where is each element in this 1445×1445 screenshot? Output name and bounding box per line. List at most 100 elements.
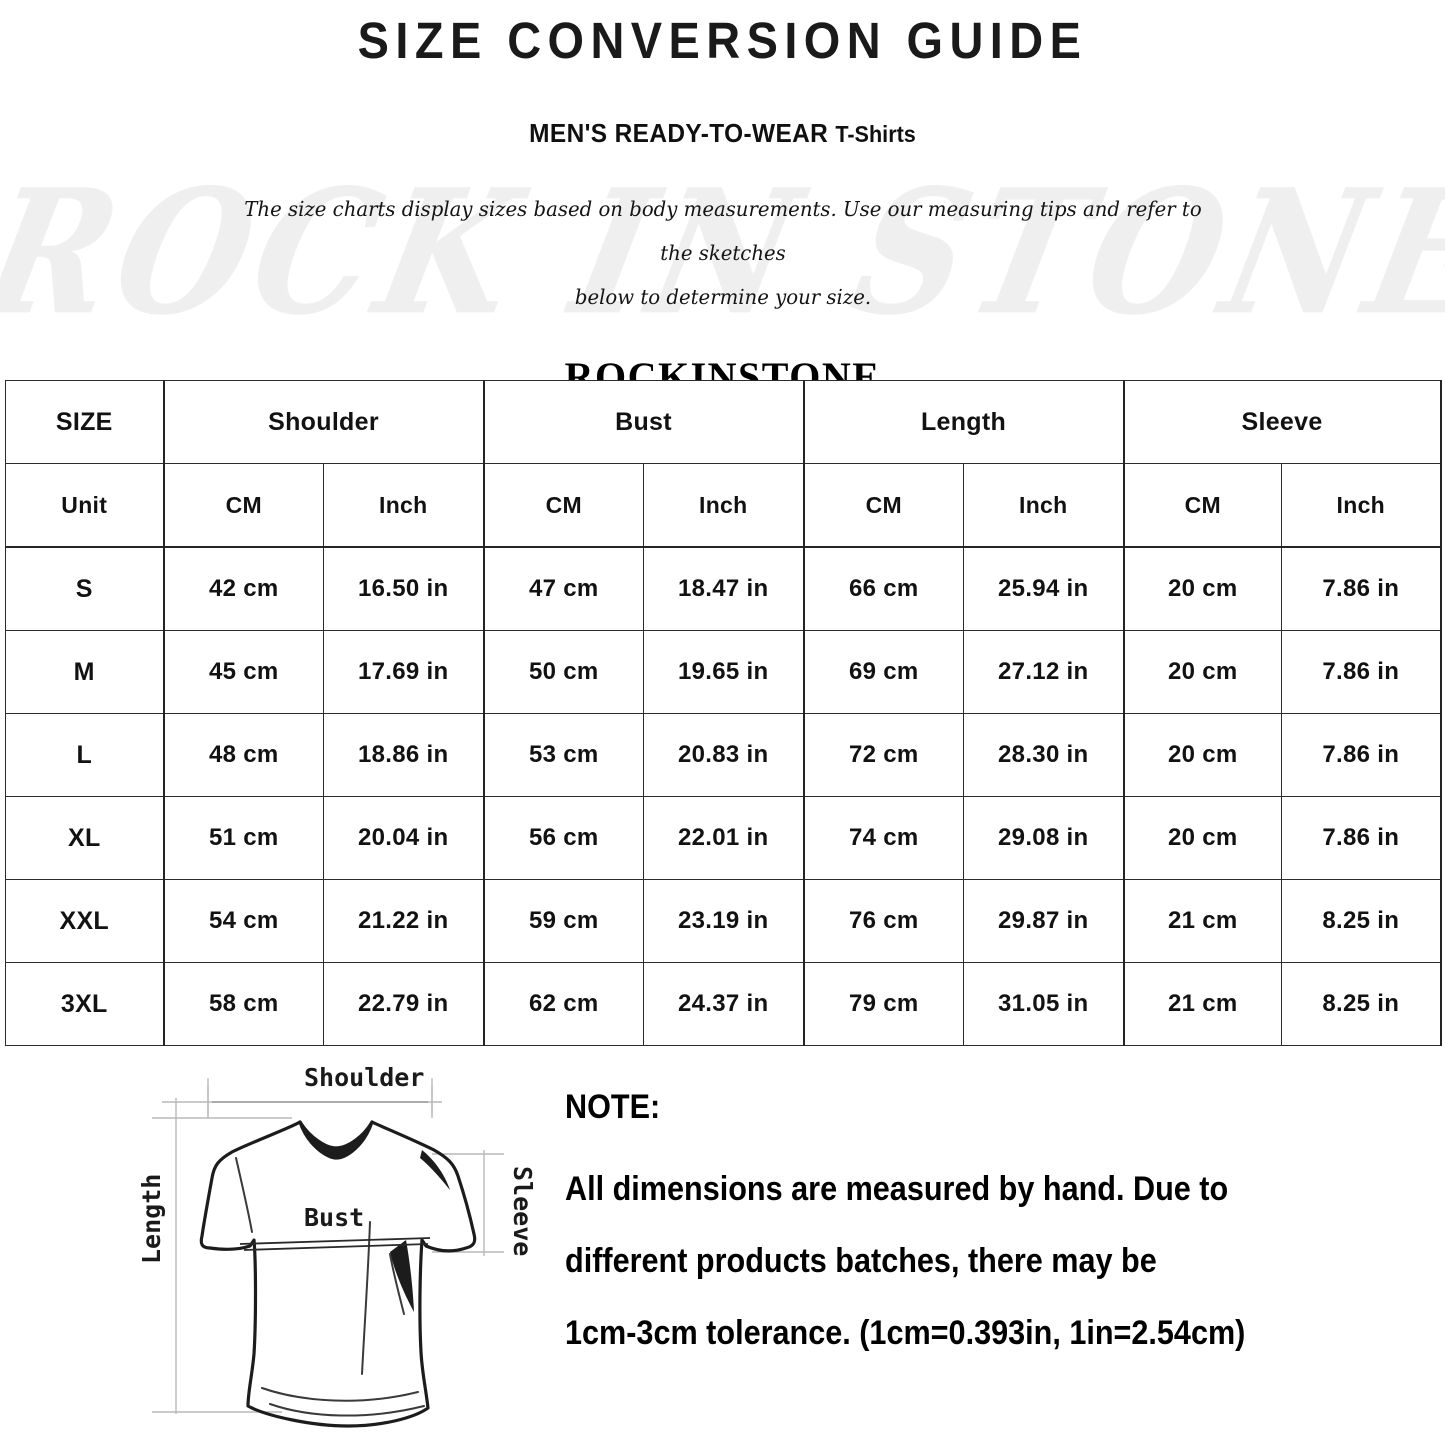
header-group-shoulder: Shoulder [162,380,485,464]
note-line-1: All dimensions are measured by hand. Due… [565,1170,1229,1208]
cell-bust-in-xl: 22.01 in [642,796,805,880]
cell-length-in-m: 27.12 in [963,630,1125,714]
cell-shoulder-in-m: 17.69 in [323,630,485,714]
table-header-unit-row: Unit CM Inch CM Inch CM Inch CM Inch [5,463,1442,548]
cell-length-in-3xl: 31.05 in [963,962,1125,1046]
diagram-guide-lines [152,1078,504,1414]
cell-shoulder-cm-xl: 51 cm [162,796,324,880]
header-unit-sleeve-cm: CM [1122,463,1283,548]
header-unit-shoulder-cm: CM [162,463,324,548]
cell-sleeve-cm-m: 20 cm [1122,630,1283,714]
diagram-label-shoulder: Shoulder [304,1063,424,1092]
cell-sleeve-cm-3xl: 21 cm [1122,962,1283,1046]
diagram-label-sleeve: Sleeve [508,1166,537,1256]
cell-length-cm-3xl: 79 cm [802,962,965,1046]
tshirt-collar-shading [302,1124,371,1158]
cell-bust-cm-s: 47 cm [482,546,644,631]
cell-length-in-xxl: 29.87 in [963,879,1125,963]
cell-sleeve-in-m: 7.86 in [1281,630,1442,714]
cell-sleeve-cm-xl: 20 cm [1122,796,1283,880]
header-block: SIZE CONVERSION GUIDE MEN'S READY-TO-WEA… [0,0,1445,400]
cell-size-m: M [5,630,164,714]
cell-shoulder-in-xl: 20.04 in [323,796,485,880]
header-unit-length-in: Inch [963,463,1125,548]
cell-bust-cm-xl: 56 cm [482,796,644,880]
cell-length-cm-l: 72 cm [802,713,965,797]
cell-sleeve-in-xl: 7.86 in [1281,796,1442,880]
header-unit-bust-in: Inch [642,463,805,548]
cell-sleeve-cm-l: 20 cm [1122,713,1283,797]
header-group-length: Length [802,380,1125,464]
cell-bust-cm-l: 53 cm [482,713,644,797]
tshirt-fold-lines [235,1157,425,1417]
note-block: NOTE: All dimensions are measured by han… [565,1088,1405,1369]
tshirt-sleeve-shading [420,1150,450,1190]
page-title: SIZE CONVERSION GUIDE [357,12,1088,69]
cell-size-3xl: 3XL [5,962,164,1046]
cell-length-cm-m: 69 cm [802,630,965,714]
note-line-2: different products batches, there may be [565,1242,1157,1280]
cell-shoulder-cm-s: 42 cm [162,546,324,631]
header-unit-shoulder-in: Inch [323,463,485,548]
page-subtitle: MEN'S READY-TO-WEAR T-Shirts [43,118,1401,149]
cell-shoulder-in-s: 16.50 in [323,546,485,631]
cell-sleeve-cm-s: 20 cm [1122,546,1283,631]
header-unit-length-cm: CM [802,463,965,548]
table-row: XL 51 cm 20.04 in 56 cm 22.01 in 74 cm 29.08 i… [5,796,1442,880]
size-table-wrapper: SIZE Shoulder Bust Length Sleeve Unit CM… [5,380,1442,1046]
cell-bust-in-s: 18.47 in [642,546,805,631]
cell-shoulder-cm-3xl: 58 cm [162,962,324,1046]
table-row: S 42 cm 16.50 in 47 cm 18.47 in 66 cm 25.94 in… [5,546,1442,631]
cell-bust-cm-3xl: 62 cm [482,962,644,1046]
cell-length-in-xl: 29.08 in [963,796,1125,880]
table-row: XXL 54 cm 21.22 in 59 cm 23.19 in 76 cm 29.87 … [5,879,1442,963]
cell-bust-in-m: 19.65 in [642,630,805,714]
description-line-2: below to determine your size. [574,284,871,309]
cell-size-xxl: XXL [5,879,164,963]
bust-measure-line [239,1237,431,1251]
cell-size-s: S [5,546,164,631]
cell-bust-in-3xl: 24.37 in [642,962,805,1046]
cell-shoulder-in-xxl: 21.22 in [323,879,485,963]
table-body: S 42 cm 16.50 in 47 cm 18.47 in 66 cm 25.94 in… [5,546,1442,1046]
diagram-label-length: Length [137,1174,166,1264]
table-row: L 48 cm 18.86 in 53 cm 20.83 in 72 cm 28.30 in… [5,713,1442,797]
header-unit-sleeve-in: Inch [1281,463,1442,548]
cell-shoulder-in-3xl: 22.79 in [323,962,485,1046]
cell-length-cm-s: 66 cm [802,546,965,631]
header-unit-bust-cm: CM [482,463,644,548]
subtitle-category: MEN'S READY-TO-WEAR [529,117,829,148]
cell-bust-in-xxl: 23.19 in [642,879,805,963]
cell-sleeve-in-l: 7.86 in [1281,713,1442,797]
table-row: M 45 cm 17.69 in 50 cm 19.65 in 69 cm 27.12 in… [5,630,1442,714]
cell-size-l: L [5,713,164,797]
tshirt-diagram-svg: Shoulder Bust Length Sleeve [137,1063,537,1428]
description-text: The size charts display sizes based on b… [238,187,1208,319]
cell-sleeve-in-3xl: 8.25 in [1281,962,1442,1046]
cell-length-in-s: 25.94 in [963,546,1125,631]
tshirt-measurement-diagram: Shoulder Bust Length Sleeve [132,1054,552,1445]
table-row: 3XL 58 cm 22.79 in 62 cm 24.37 in 79 cm 31.05 … [5,962,1442,1046]
cell-sleeve-in-xxl: 8.25 in [1281,879,1442,963]
cell-sleeve-in-s: 7.86 in [1281,546,1442,631]
cell-bust-in-l: 20.83 in [642,713,805,797]
cell-bust-cm-m: 50 cm [482,630,644,714]
description-line-1: The size charts display sizes based on b… [243,196,1202,265]
cell-shoulder-cm-m: 45 cm [162,630,324,714]
note-title: NOTE: [565,1088,661,1126]
cell-length-cm-xxl: 76 cm [802,879,965,963]
note-line-3: 1cm-3cm tolerance. (1cm=0.393in, 1in=2.5… [565,1314,1246,1352]
header-group-bust: Bust [482,380,805,464]
diagram-label-bust: Bust [304,1203,364,1232]
tshirt-underarm-shading [390,1240,414,1312]
subtitle-product: T-Shirts [835,120,916,147]
cell-length-in-l: 28.30 in [963,713,1125,797]
cell-sleeve-cm-xxl: 21 cm [1122,879,1283,963]
header-size: SIZE [5,380,164,464]
cell-shoulder-cm-l: 48 cm [162,713,324,797]
size-conversion-table: SIZE Shoulder Bust Length Sleeve Unit CM… [5,380,1442,1046]
header-group-sleeve: Sleeve [1122,380,1442,464]
header-unit-label: Unit [5,463,164,548]
bottom-section: Shoulder Bust Length Sleeve NOTE: All di… [0,1046,1445,1445]
